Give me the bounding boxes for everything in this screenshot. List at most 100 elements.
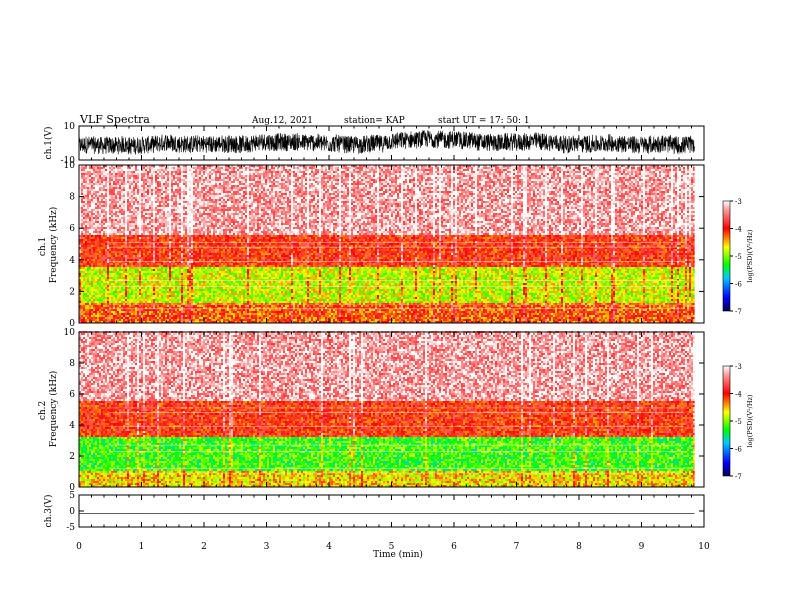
ch1-spectrogram-cell <box>109 231 111 233</box>
ch1-spectrogram-cell <box>189 221 191 223</box>
ch1-spectrogram-cell <box>171 205 173 207</box>
ch1-spectrogram-cell <box>85 213 87 215</box>
ch1-spectrogram-cell <box>201 283 203 285</box>
ch1-spectrogram-cell <box>183 231 185 233</box>
ch1-spectrogram-cell <box>131 225 133 227</box>
ch1-spectrogram-cell <box>135 183 137 185</box>
ch1-spectrogram-cell <box>123 171 125 173</box>
ch1-spectrogram-cell <box>115 191 117 193</box>
ch1-spectrogram-cell <box>89 207 91 209</box>
ch1-waveform-ytick-label-0: 10 <box>64 122 76 132</box>
ch1-spectrogram-cell <box>141 237 143 239</box>
ch1-spectrogram-cell <box>145 239 147 241</box>
ch1-spectrogram-cell <box>93 269 95 271</box>
ch1-spectrogram-cell <box>117 185 119 187</box>
ch1-spectrogram-cell <box>139 253 141 255</box>
ch1-spectrogram-cell <box>81 201 83 203</box>
ch1-spectrogram-cell <box>153 297 155 299</box>
ch1-spectrogram-cell <box>197 263 199 265</box>
ch1-spectrogram-cell <box>177 281 179 283</box>
ch1-spectrogram-cell <box>95 267 97 269</box>
ch1-spectrogram-cell <box>183 277 185 279</box>
ch1-spectrogram-cell <box>201 209 203 211</box>
ch1-spectrogram-cell <box>171 277 173 279</box>
ch1-spectrogram-cell <box>83 297 85 299</box>
ch1-spectrogram-cell <box>97 251 99 253</box>
ch1-spectrogram-cell <box>191 213 193 215</box>
ch1-spectrogram-cell <box>179 321 181 323</box>
ch1-spectrogram-cell <box>129 265 131 267</box>
ch1-spectrogram-cell <box>101 193 103 195</box>
ch1-spectrogram-cell <box>81 197 83 199</box>
ch1-spectrogram-cell <box>127 263 129 265</box>
ch1-spectrogram-cell <box>199 191 201 193</box>
ch1-spectrogram-cell <box>135 321 137 323</box>
ch1-spectrogram-cell <box>115 229 117 231</box>
ch1-spectrogram-cell <box>183 209 185 211</box>
ch1-spectrogram-cell <box>83 221 85 223</box>
ch1-spectrogram-cell <box>121 307 123 309</box>
ch1-spectrogram-cell <box>163 167 165 169</box>
ch1-spectrogram-cell <box>105 281 107 283</box>
ch1-spectrogram-cell <box>105 213 107 215</box>
ch1-spectrogram-cell <box>165 243 167 245</box>
ch1-spectrogram-cell <box>137 171 139 173</box>
ch1-spectrogram-cell <box>91 219 93 221</box>
ch1-spectrogram-cell <box>135 223 137 225</box>
ch1-spectrogram-cell <box>169 207 171 209</box>
ch1-spectrogram-cell <box>183 221 185 223</box>
ch1-spectrogram-cell <box>79 237 81 239</box>
ch1-waveform-ytick-label-1: -10 <box>61 156 76 166</box>
ch1-spectrogram-cell <box>113 251 115 253</box>
ch1-spectrogram-cell <box>153 287 155 289</box>
ch1-spectrogram-cell <box>123 187 125 189</box>
ch1-spectrogram-cell <box>161 319 163 321</box>
ch1-spectrogram-cell <box>91 237 93 239</box>
ch1-spectrogram-cell <box>173 287 175 289</box>
ch1-spectrogram-cell <box>197 185 199 187</box>
ch1-spectrogram-cell <box>79 183 81 185</box>
ch1-spectrogram-cell <box>175 273 177 275</box>
ch1-spectrogram-cell <box>89 175 91 177</box>
ch1-spectrogram-cell <box>125 203 127 205</box>
ch1-spectrogram-cell <box>151 267 153 269</box>
ch1-spectrogram-cell <box>137 261 139 263</box>
ch1-spectrogram-cell <box>183 265 185 267</box>
ch1-spectrogram-cell <box>81 257 83 259</box>
ch1-spectrogram-cell <box>195 197 197 199</box>
ch1-spectrogram-cell <box>201 251 203 253</box>
ch1-spectrogram-cell <box>173 219 175 221</box>
ch1-spectrogram-cell <box>105 287 107 289</box>
ch1-spectrogram-cell <box>95 297 97 299</box>
ch1-spectrogram-cell <box>137 257 139 259</box>
ch1-spectrogram-cell <box>183 215 185 217</box>
ch1-spectrogram-cell <box>197 195 199 197</box>
ch1-spectrogram-cell <box>141 265 143 267</box>
ch1-spectrogram-cell <box>129 213 131 215</box>
ch1-spectrogram-cell <box>197 227 199 229</box>
ch1-spectrogram-cell <box>175 235 177 237</box>
ch1-spectrogram-cell <box>195 287 197 289</box>
ch1-spectrogram-cell <box>95 203 97 205</box>
ch1-spectrogram-cell <box>95 317 97 319</box>
ch1-spectrogram-cell <box>185 235 187 237</box>
ch1-spectrogram-cell <box>81 275 83 277</box>
ch1-spectrogram-cell <box>121 175 123 177</box>
ch1-spectrogram-cell <box>119 295 121 297</box>
ch1-spectrogram-cell <box>85 217 87 219</box>
ch1-spectrogram-cell <box>123 213 125 215</box>
ch1-spectrogram-cell <box>179 255 181 257</box>
ch1-spectrogram-cell <box>107 209 109 211</box>
ch1-waveform-trace <box>78 130 695 155</box>
ch1-spectrogram-cell <box>147 313 149 315</box>
ch1-spectrogram-cell <box>107 253 109 255</box>
ch1-spectrogram-cell <box>121 263 123 265</box>
ch1-spectrogram-cell <box>187 213 189 215</box>
ch1-spectrogram-cell <box>91 231 93 233</box>
ch1-spectrogram-cell <box>107 165 109 167</box>
ch1-spectrogram-cell <box>125 313 127 315</box>
ch1-spectrogram-cell <box>119 241 121 243</box>
ch1-spectrogram-cell <box>111 265 113 267</box>
ch1-spectrogram-cell <box>141 197 143 199</box>
ch1-spectrogram-cell <box>159 205 161 207</box>
